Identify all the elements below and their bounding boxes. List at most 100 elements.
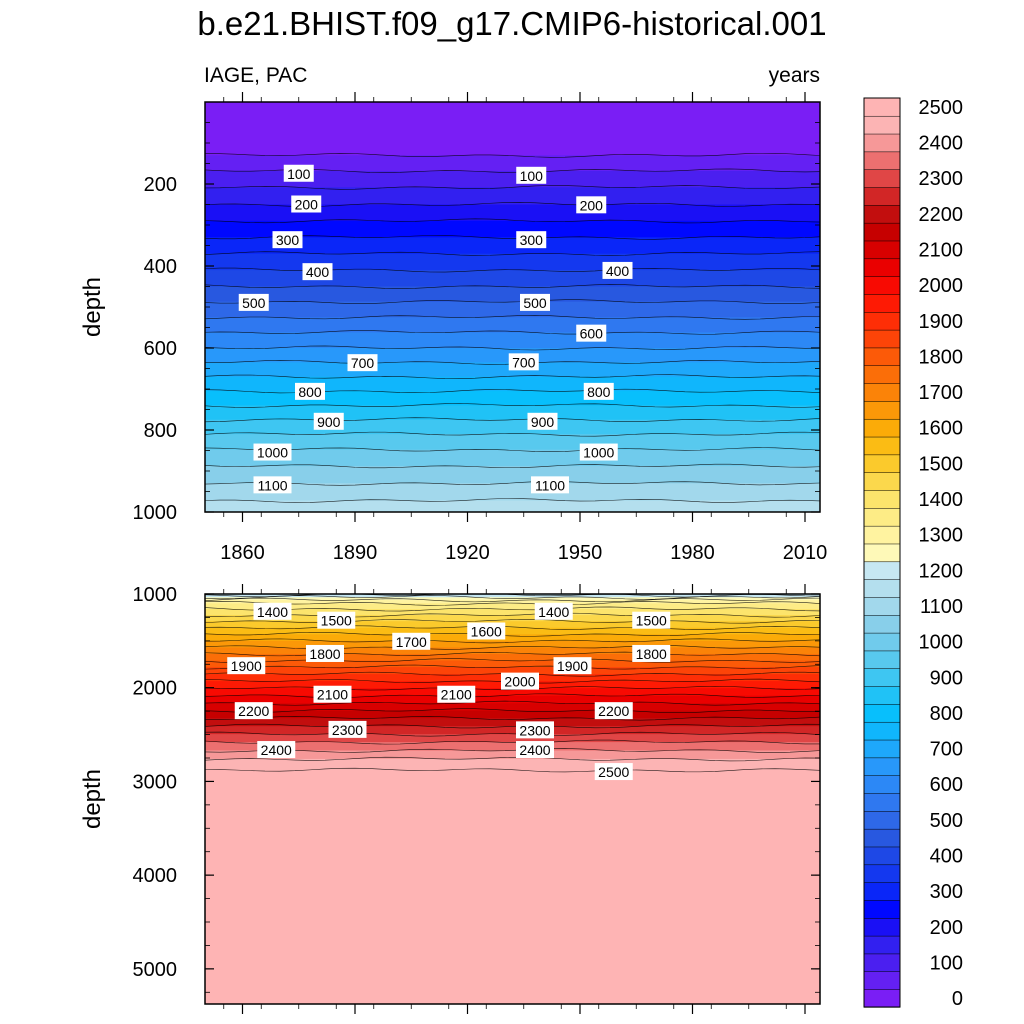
contour-line bbox=[205, 431, 820, 437]
contour-label: 2000 bbox=[501, 672, 539, 690]
contour-label-box bbox=[516, 166, 547, 184]
contour-label: 1100 bbox=[531, 476, 569, 494]
colorbar-swatch bbox=[863, 685, 901, 705]
colorbar-label: 0 bbox=[952, 988, 963, 1010]
contour-label: 2400 bbox=[257, 741, 296, 759]
contour-label-box bbox=[501, 672, 539, 690]
x-tick-label: 1890 bbox=[333, 542, 378, 564]
colorbar-swatch bbox=[863, 115, 901, 135]
contour-line bbox=[205, 600, 820, 606]
contour-label: 500 bbox=[520, 293, 550, 311]
contour-label-box bbox=[516, 721, 554, 739]
contour-label-text: 700 bbox=[512, 354, 536, 370]
colorbar-swatch bbox=[863, 543, 901, 563]
contour-band bbox=[205, 660, 820, 668]
contour-label-box bbox=[317, 611, 356, 629]
colorbar-swatch bbox=[863, 418, 901, 438]
contour-label-box bbox=[253, 443, 292, 461]
contour-label-box bbox=[534, 602, 573, 620]
colorbar-swatch bbox=[863, 561, 901, 580]
colorbar-swatch bbox=[863, 864, 901, 883]
contour-line bbox=[205, 612, 820, 618]
contour-label: 2200 bbox=[234, 702, 273, 720]
colorbar-label: 500 bbox=[930, 810, 963, 832]
contour-band bbox=[205, 301, 820, 318]
figure-title: b.e21.BHIST.f09_g17.CMIP6-historical.001 bbox=[197, 5, 826, 42]
y-tick-label: 800 bbox=[144, 420, 177, 442]
contour-band bbox=[205, 405, 820, 421]
contour-label-text: 2200 bbox=[238, 703, 269, 719]
y-tick-label: 1000 bbox=[133, 502, 178, 524]
contour-label-box bbox=[527, 412, 558, 430]
colorbar-swatch bbox=[863, 382, 901, 402]
contour-label-box bbox=[520, 293, 550, 311]
colorbar-label: 1000 bbox=[919, 632, 964, 654]
contour-line bbox=[205, 731, 820, 737]
contour-line bbox=[205, 631, 820, 637]
contour-label-text: 2100 bbox=[441, 687, 472, 703]
colorbar-swatch bbox=[863, 935, 901, 955]
contour-band bbox=[205, 155, 820, 172]
contour-label: 900 bbox=[313, 412, 344, 430]
contour-line bbox=[205, 723, 820, 729]
colorbar-label: 600 bbox=[930, 774, 963, 796]
colorbar-swatch bbox=[863, 668, 901, 687]
contour-band bbox=[205, 647, 820, 655]
colorbar-label: 2500 bbox=[919, 97, 964, 119]
contour-line bbox=[205, 330, 820, 335]
contour-label-box bbox=[227, 657, 266, 675]
colorbar-swatch bbox=[863, 436, 901, 456]
contour-line bbox=[205, 606, 820, 612]
lower-panel: 1400 1400 1500 1500 1600 1700 1800 1800 1900 1900… bbox=[79, 584, 821, 1014]
contour-label-text: 1500 bbox=[636, 613, 667, 629]
contour-line bbox=[205, 638, 820, 644]
y-tick-label: 400 bbox=[144, 256, 177, 278]
contour-label: 2300 bbox=[328, 720, 367, 738]
contour-band bbox=[205, 627, 820, 635]
contour-line bbox=[205, 767, 820, 773]
contour-band bbox=[205, 640, 820, 649]
colorbar-swatch bbox=[863, 151, 901, 170]
contour-label-box bbox=[302, 263, 333, 281]
contour-band bbox=[205, 600, 820, 604]
contour-label: 1900 bbox=[553, 657, 592, 675]
contour-label-text: 1500 bbox=[321, 613, 352, 629]
contour-label-box bbox=[291, 195, 322, 213]
contour-label-text: 900 bbox=[317, 414, 341, 430]
contour-line bbox=[205, 447, 820, 452]
contour-label-text: 100 bbox=[287, 166, 311, 182]
contour-label-text: 1000 bbox=[583, 445, 614, 461]
contour-label: 100 bbox=[516, 166, 547, 184]
contour-label-box bbox=[516, 231, 547, 249]
contour-band bbox=[205, 237, 820, 255]
contour-line bbox=[205, 685, 820, 691]
contour-label-text: 400 bbox=[306, 264, 330, 280]
contour-line bbox=[205, 284, 820, 289]
colorbar-label: 2300 bbox=[919, 168, 964, 190]
contour-band bbox=[205, 270, 820, 288]
contour-label-box bbox=[234, 702, 273, 720]
contour-label: 300 bbox=[516, 231, 547, 249]
contour-label-text: 2100 bbox=[317, 687, 348, 703]
contour-label-box bbox=[467, 622, 506, 640]
contour-label-box bbox=[594, 702, 633, 720]
contour-label-box bbox=[508, 353, 539, 371]
contour-label: 800 bbox=[295, 382, 325, 400]
contour-label: 1000 bbox=[253, 443, 292, 461]
colorbar-swatch bbox=[863, 454, 901, 473]
contour-line bbox=[205, 708, 820, 714]
contour-label: 2500 bbox=[594, 763, 633, 781]
lower-contour-labels: 1400 1400 1500 1500 1600 1700 1800 1800 1900 1900… bbox=[227, 602, 671, 781]
colorbar-swatch bbox=[863, 258, 901, 277]
contour-label-box bbox=[257, 741, 296, 759]
colorbar-swatch bbox=[863, 953, 901, 973]
contour-label: 1800 bbox=[632, 644, 671, 662]
contour-band bbox=[205, 770, 820, 1004]
contour-line bbox=[205, 299, 820, 304]
colorbar-label: 2200 bbox=[919, 204, 964, 226]
contour-line bbox=[205, 235, 820, 240]
colorbar-swatch bbox=[863, 988, 901, 1008]
contour-label-text: 100 bbox=[520, 168, 544, 184]
contour-label-box bbox=[579, 443, 618, 461]
colorbar-swatch bbox=[863, 275, 901, 295]
